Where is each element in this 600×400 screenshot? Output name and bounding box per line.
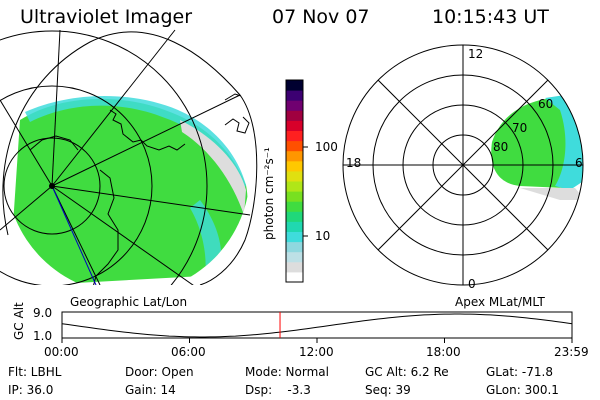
colorbar-swatch (286, 140, 303, 152)
aurora-edge-cyan-left (25, 95, 246, 200)
blue-meridian (51, 185, 97, 285)
info-seq: Seq: 39 (365, 383, 411, 397)
aurora-edge-grey-right (520, 188, 583, 200)
colorbar-swatch (286, 231, 303, 243)
mlt-label-6: 6 (575, 156, 583, 170)
x-tick-0600: 06:00 (171, 345, 206, 359)
colorbar-tick-100: 100 (315, 140, 338, 154)
mlt-label-12: 12 (468, 47, 484, 61)
date-label: 07 Nov 07 (272, 6, 370, 28)
info-glat: GLat: -71.8 (486, 365, 553, 379)
colorbar-swatch (286, 241, 303, 253)
colorbar-swatch (286, 120, 303, 131)
x-tick-1200: 12:00 (299, 345, 334, 359)
colorbar-swatch (286, 170, 303, 182)
aurora-edge-grey-left (180, 120, 246, 215)
geographic-map (0, 29, 258, 285)
mlt-label-0: 0 (468, 277, 476, 291)
colorbar-swatch (286, 201, 303, 212)
lat-label-80: 80 (493, 140, 509, 154)
color-bar (285, 79, 304, 283)
altitude-curve (61, 313, 573, 338)
time-label: 10:15:43 UT (432, 6, 549, 28)
info-flt: Flt: LBHL (8, 365, 62, 379)
altitude-ylabel: GC Alt (12, 302, 26, 340)
mlt-label-18: 18 (346, 156, 362, 170)
info-dsp: Dsp: -3.3 (245, 383, 311, 397)
colorbar-swatch (286, 261, 303, 273)
instrument-title: Ultraviolet Imager (20, 6, 193, 28)
colorbar-swatch (286, 150, 303, 162)
lat-label-70: 70 (512, 121, 528, 135)
info-ip: IP: 36.0 (8, 383, 54, 397)
info-door: Door: Open (125, 365, 194, 379)
aurora-emission-left (10, 98, 248, 285)
colorbar-swatch (286, 90, 303, 101)
info-mode: Mode: Normal (245, 365, 329, 379)
altitude-y-bottom: 1.0 (33, 329, 53, 343)
color-bar-ticks (303, 146, 308, 237)
info-gain: Gain: 14 (125, 383, 176, 397)
x-tick-0000: 00:00 (44, 345, 79, 359)
info-gc-alt: GC Alt: 6.2 Re (365, 365, 449, 379)
coastlines (29, 93, 250, 285)
colorbar-swatch (286, 130, 303, 142)
colorbar-frame (285, 79, 304, 283)
colorbar-unit-label: photon cm⁻²s⁻¹ (262, 147, 276, 240)
x-tick-2359: 23:59 (554, 345, 589, 359)
x-tick-1800: 18:00 (426, 345, 461, 359)
colorbar-swatch (286, 160, 303, 172)
left-map-caption: Geographic Lat/Lon (70, 295, 188, 309)
colorbar-swatch (286, 271, 303, 283)
colorbar-swatch (286, 191, 303, 202)
mlt-map (342, 44, 584, 286)
colorbar-swatch (286, 211, 303, 222)
altitude-y-top: 9.0 (33, 306, 53, 320)
colorbar-swatch (286, 100, 303, 111)
colorbar-swatch (286, 251, 303, 263)
lat-lon-grid (0, 29, 251, 285)
globe-outline (2, 31, 258, 285)
colorbar-tick-10: 10 (315, 229, 331, 243)
subsatellite-point (49, 183, 55, 189)
aurora-edge-right-cyan (190, 200, 222, 278)
colorbar-swatch (286, 221, 303, 232)
info-glon: GLon: 300.1 (486, 383, 559, 397)
colorbar-swatch (286, 80, 303, 91)
right-map-caption: Apex MLat/MLT (455, 295, 545, 309)
colorbar-swatch (286, 110, 303, 121)
lat-label-60: 60 (538, 97, 554, 111)
altitude-plot (61, 311, 573, 343)
colorbar-swatch (286, 181, 303, 192)
